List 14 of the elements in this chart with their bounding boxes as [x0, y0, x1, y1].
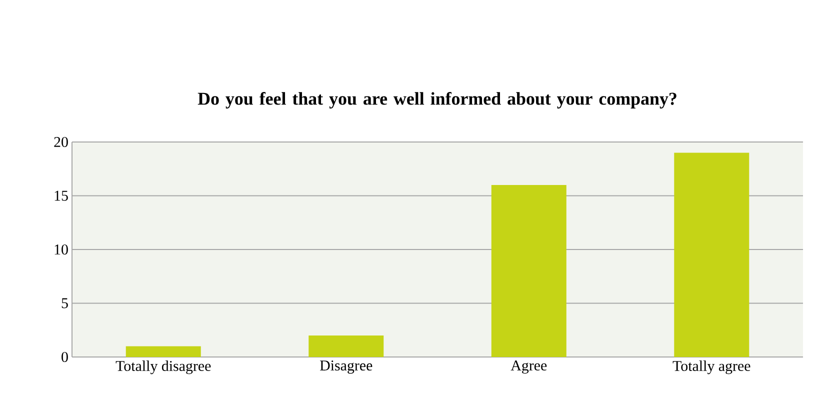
- bar: [126, 346, 201, 357]
- y-tick-label: 0: [62, 352, 68, 362]
- x-tick-label: Totally disagree: [116, 360, 211, 374]
- y-tick-label: 20: [54, 136, 68, 148]
- y-tick-label: 10: [54, 244, 68, 255]
- bar: [491, 185, 566, 357]
- x-tick-label: Disagree: [320, 360, 372, 374]
- bar: [308, 336, 384, 357]
- y-tick-label: 5: [62, 298, 68, 308]
- x-tick-label: Agree: [510, 360, 547, 374]
- x-tick-label: Totally agree: [672, 360, 750, 374]
- bar: [674, 152, 750, 357]
- y-tick-label: 15: [54, 190, 68, 201]
- chart-title: Do you feel that you are well informed about your company?: [198, 92, 676, 109]
